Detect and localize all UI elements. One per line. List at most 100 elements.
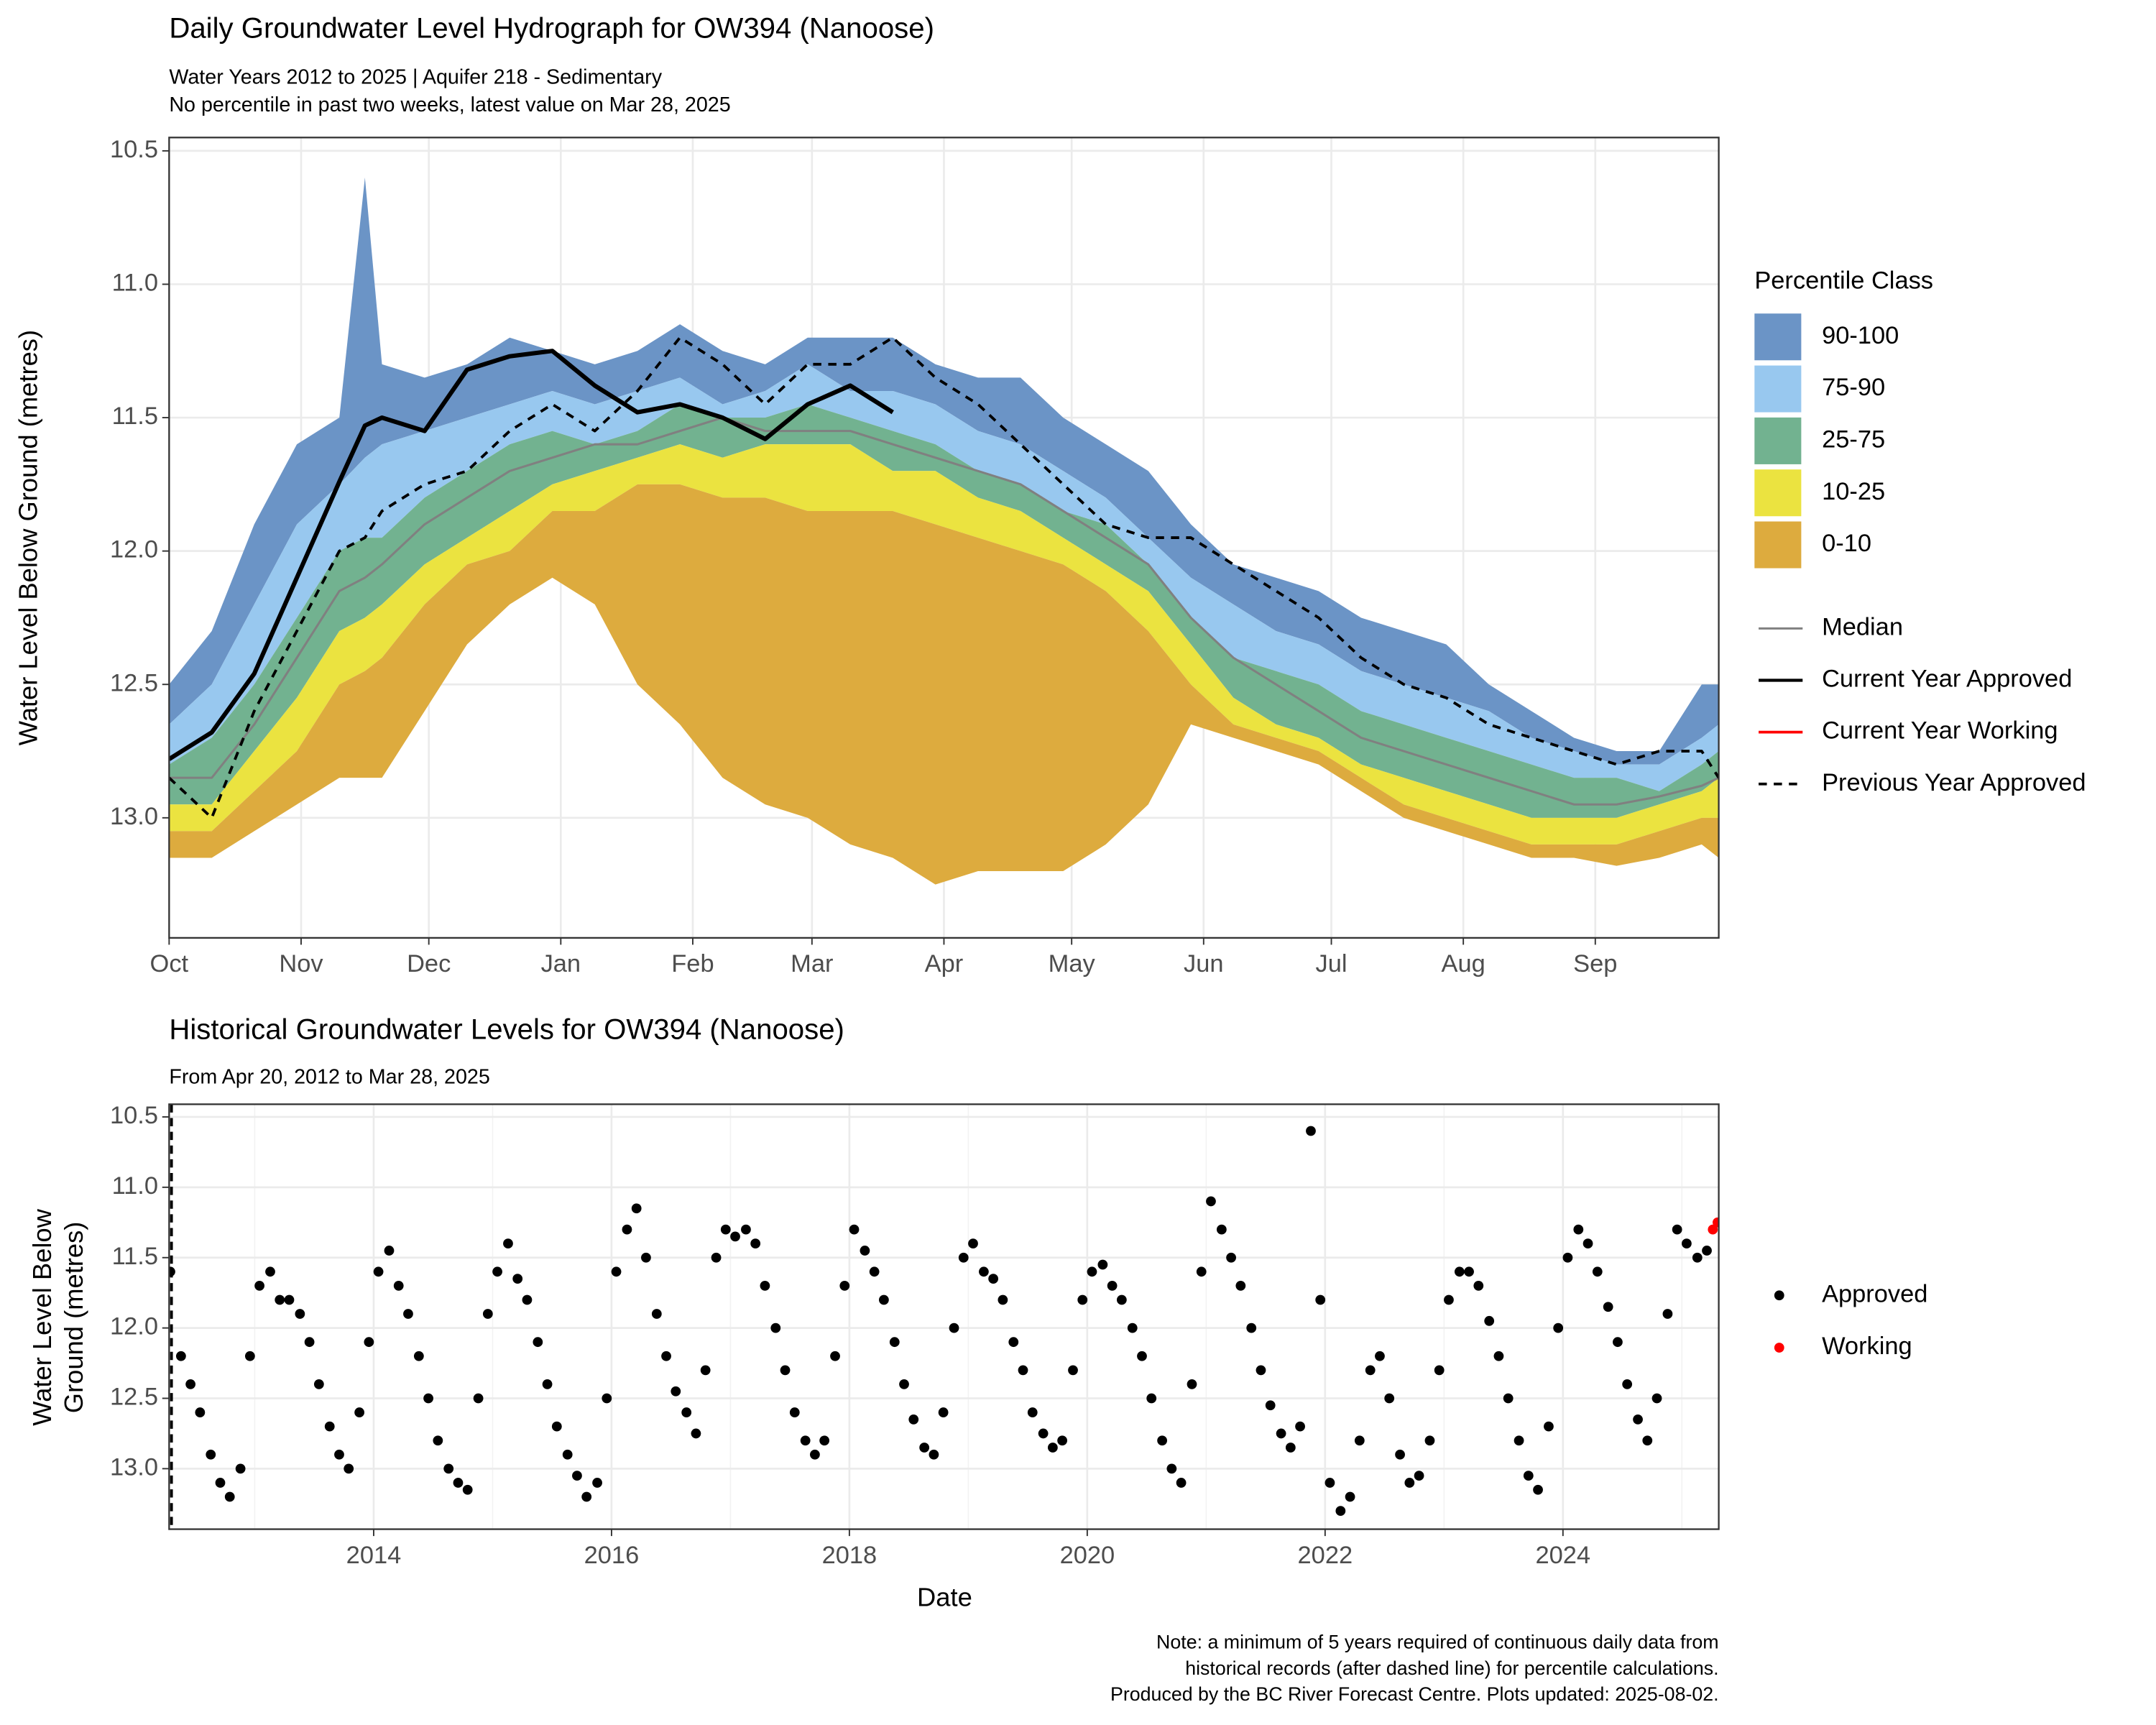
data-point xyxy=(1454,1266,1465,1277)
data-point xyxy=(275,1294,285,1305)
data-point xyxy=(1235,1280,1246,1291)
x-axis-label: Date xyxy=(917,1583,972,1612)
data-point xyxy=(1708,1224,1718,1235)
data-point xyxy=(770,1322,781,1333)
data-point xyxy=(830,1351,840,1361)
data-point xyxy=(542,1379,553,1389)
data-point xyxy=(169,1266,175,1277)
data-point xyxy=(1127,1322,1138,1333)
data-point xyxy=(651,1309,662,1319)
data-point xyxy=(175,1351,186,1361)
data-point xyxy=(443,1463,454,1474)
legend-label: Working xyxy=(1822,1333,1912,1360)
data-point xyxy=(1038,1428,1049,1439)
data-point xyxy=(938,1407,949,1417)
data-point xyxy=(602,1393,612,1404)
data-point xyxy=(1544,1421,1554,1432)
data-point xyxy=(473,1393,484,1404)
data-point xyxy=(949,1322,959,1333)
y-axis-label: Ground (metres) xyxy=(59,1222,88,1414)
data-point xyxy=(819,1435,830,1446)
data-point xyxy=(1503,1393,1514,1404)
x-tick-label: 2024 xyxy=(1536,1542,1591,1569)
data-point xyxy=(1265,1400,1276,1411)
data-point xyxy=(1444,1294,1454,1305)
data-point xyxy=(1187,1379,1197,1389)
plot-border xyxy=(168,137,1720,939)
data-point xyxy=(810,1449,820,1460)
y-tick-label: 11.0 xyxy=(112,1172,158,1200)
data-point xyxy=(384,1246,395,1256)
data-point xyxy=(1246,1322,1257,1333)
legend-swatch xyxy=(1754,313,1802,361)
data-point xyxy=(364,1337,374,1348)
legend-label: Approved xyxy=(1822,1280,1927,1307)
data-point xyxy=(215,1478,226,1488)
data-point xyxy=(1672,1224,1682,1235)
note: Note: a minimum of 5 years required of c… xyxy=(1156,1631,1719,1652)
data-point xyxy=(1493,1351,1504,1361)
legend-label: 90-100 xyxy=(1822,322,1899,349)
data-point xyxy=(195,1407,206,1417)
data-point xyxy=(1414,1471,1424,1481)
data-point xyxy=(1295,1421,1305,1432)
data-point xyxy=(1464,1266,1474,1277)
data-point xyxy=(1157,1435,1168,1446)
legend-swatch xyxy=(1754,521,1802,569)
data-point xyxy=(1027,1407,1038,1417)
data-point xyxy=(1553,1322,1564,1333)
percentile-band xyxy=(169,364,1719,791)
percentile-band xyxy=(169,484,1719,885)
x-tick-label: Jul xyxy=(1316,950,1348,978)
x-tick-label: 2020 xyxy=(1060,1542,1115,1569)
data-point xyxy=(800,1435,811,1446)
data-point xyxy=(631,1203,642,1214)
data-point xyxy=(512,1274,523,1284)
x-tick-label: Apr xyxy=(925,950,964,978)
data-point xyxy=(1018,1365,1028,1376)
data-point xyxy=(929,1449,939,1460)
data-point xyxy=(681,1407,692,1417)
data-point xyxy=(1613,1337,1623,1348)
data-point xyxy=(1068,1365,1078,1376)
data-point xyxy=(1206,1196,1216,1207)
data-point xyxy=(1256,1365,1266,1376)
data-point xyxy=(1473,1280,1484,1291)
data-point xyxy=(1325,1478,1335,1488)
chart-subtitle: Water Years 2012 to 2025 | Aquifer 218 -… xyxy=(169,66,662,89)
data-point xyxy=(1335,1506,1346,1516)
legend-label: Previous Year Approved xyxy=(1822,769,2086,796)
data-point xyxy=(254,1280,264,1291)
data-point xyxy=(641,1252,651,1263)
legend-swatch xyxy=(1754,469,1802,517)
data-point xyxy=(750,1238,761,1249)
data-point xyxy=(611,1266,622,1277)
data-point xyxy=(1533,1484,1543,1495)
legend-dot xyxy=(1774,1290,1784,1301)
data-point xyxy=(503,1238,513,1249)
data-point xyxy=(244,1351,255,1361)
data-point xyxy=(1642,1435,1653,1446)
data-point xyxy=(1057,1435,1068,1446)
data-point xyxy=(1146,1393,1157,1404)
percentile-band xyxy=(169,404,1719,818)
data-point xyxy=(869,1266,880,1277)
data-point xyxy=(1077,1294,1088,1305)
data-point xyxy=(1087,1266,1097,1277)
data-point xyxy=(1434,1365,1445,1376)
data-point xyxy=(313,1379,324,1389)
data-point xyxy=(1137,1351,1147,1361)
data-point xyxy=(1166,1463,1177,1474)
data-point xyxy=(1375,1351,1385,1361)
data-point xyxy=(1651,1393,1662,1404)
data-point xyxy=(235,1463,246,1474)
y-tick-label: 12.0 xyxy=(110,1313,158,1340)
data-point xyxy=(1583,1238,1593,1249)
data-point xyxy=(1047,1443,1058,1453)
x-tick-label: 2016 xyxy=(584,1542,640,1569)
legend-label: Median xyxy=(1822,613,1903,640)
data-point xyxy=(413,1351,424,1361)
note: Produced by the BC River Forecast Centre… xyxy=(1110,1683,1719,1705)
series-line xyxy=(169,416,1719,806)
data-point xyxy=(860,1246,870,1256)
